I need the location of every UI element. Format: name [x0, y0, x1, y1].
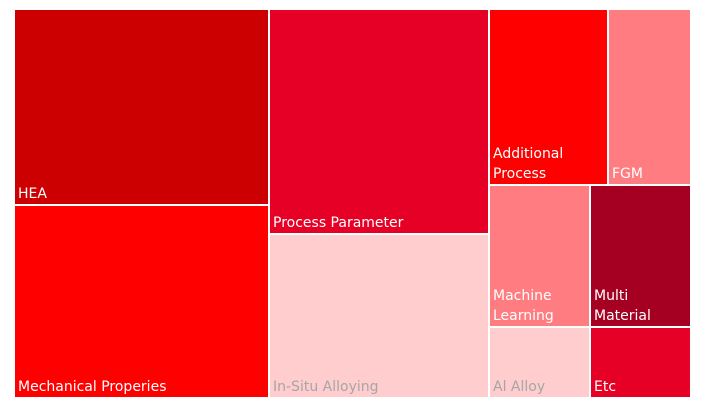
treemap-label-additional-process: Additional Process	[493, 146, 563, 182]
treemap-tile-in-situ-alloying: In-Situ Alloying	[268, 233, 490, 399]
treemap-label-fgm: FGM	[612, 166, 643, 182]
treemap-tile-al-alloy: Al Alloy	[488, 326, 591, 399]
treemap-rect-hea	[13, 8, 270, 206]
treemap-label-al-alloy: Al Alloy	[493, 379, 545, 395]
treemap-rect-in-situ-alloying	[268, 233, 490, 399]
treemap-label-in-situ-alloying: In-Situ Alloying	[273, 379, 379, 395]
treemap-tile-fgm: FGM	[607, 8, 692, 186]
treemap-tile-hea: HEA	[13, 8, 270, 206]
treemap-tile-machine-learning: Machine Learning	[488, 184, 591, 328]
treemap-tile-etc: Etc	[589, 326, 692, 399]
treemap-rect-multi-material	[589, 184, 692, 328]
treemap-tile-mechanical-properies: Mechanical Properies	[13, 204, 270, 399]
treemap-rect-fgm	[607, 8, 692, 186]
treemap-label-process-parameter: Process Parameter	[273, 215, 404, 231]
treemap-label-etc: Etc	[594, 379, 616, 395]
treemap-rect-machine-learning	[488, 184, 591, 328]
treemap-label-multi-material: Multi Material	[594, 288, 651, 324]
treemap-rect-additional-process	[488, 8, 609, 186]
treemap-rect-etc	[589, 326, 692, 399]
treemap-label-machine-learning: Machine Learning	[493, 288, 554, 324]
treemap-rect-process-parameter	[268, 8, 490, 235]
treemap-label-hea: HEA	[18, 186, 47, 202]
treemap-label-mechanical-properies: Mechanical Properies	[18, 379, 166, 395]
treemap-rect-mechanical-properies	[13, 204, 270, 399]
treemap-rect-al-alloy	[488, 326, 591, 399]
treemap-tile-multi-material: Multi Material	[589, 184, 692, 328]
treemap-tile-process-parameter: Process Parameter	[268, 8, 490, 235]
treemap-tile-additional-process: Additional Process	[488, 8, 609, 186]
